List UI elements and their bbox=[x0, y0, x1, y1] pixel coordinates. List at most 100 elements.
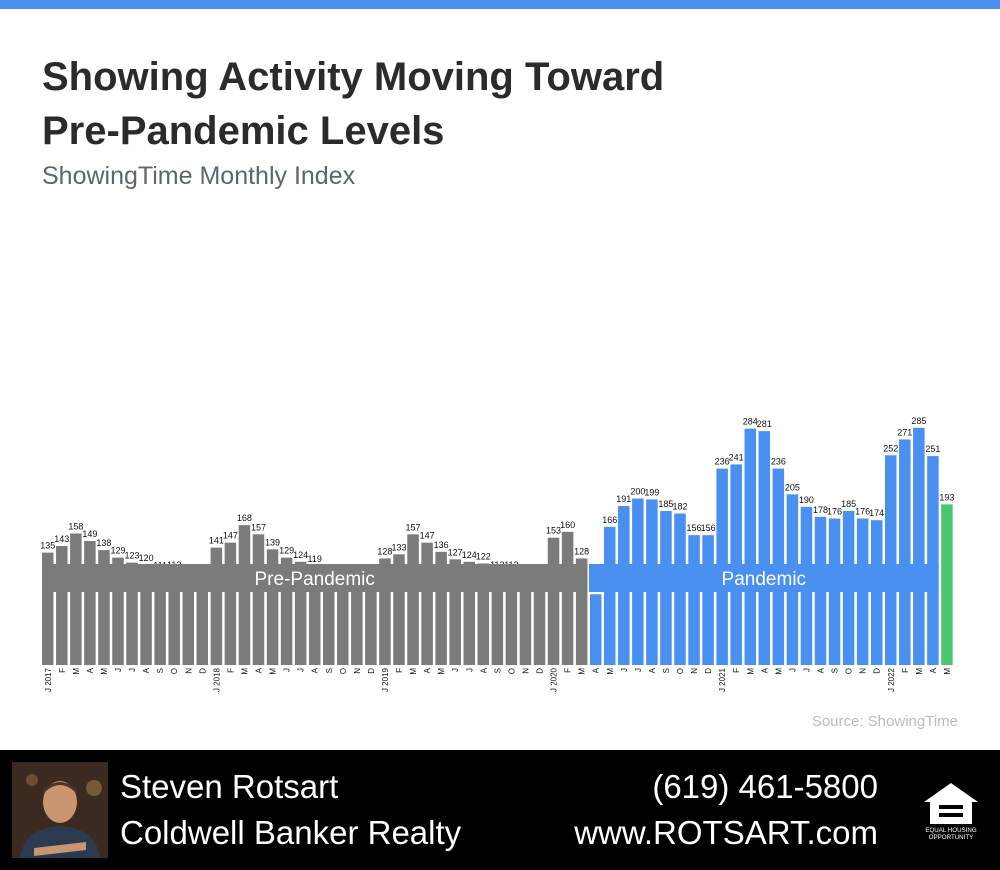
title-line-1: Showing Activity Moving Toward bbox=[42, 55, 665, 99]
tick-label-27: M bbox=[409, 668, 418, 675]
logo-text-2: OPPORTUNITY bbox=[929, 834, 974, 841]
equal-housing-icon: EQUAL HOUSING OPPORTUNITY bbox=[924, 783, 978, 841]
data-label-3: 158 bbox=[68, 521, 83, 531]
bar-25 bbox=[379, 558, 391, 665]
data-label-64: 251 bbox=[925, 444, 940, 454]
bar-35 bbox=[519, 577, 532, 665]
data-label-57: 176 bbox=[827, 507, 842, 517]
tick-label-28: A bbox=[423, 667, 432, 673]
tick-label-55: J bbox=[802, 668, 811, 672]
tick-label-11: N bbox=[184, 668, 193, 674]
data-label-65: 193 bbox=[939, 492, 954, 502]
tick-label-10: O bbox=[170, 668, 179, 674]
bar-1 bbox=[42, 552, 54, 665]
tick-label-45: S bbox=[662, 668, 671, 673]
data-label-2: 143 bbox=[54, 534, 69, 544]
tick-label-9: S bbox=[156, 668, 165, 673]
data-label-7: 123 bbox=[125, 551, 140, 561]
data-label-5: 138 bbox=[96, 538, 111, 548]
data-label-28: 147 bbox=[420, 531, 435, 541]
top-accent-bar bbox=[0, 0, 1000, 9]
data-label-59: 176 bbox=[855, 507, 870, 517]
tick-label-54: J bbox=[788, 668, 797, 672]
tick-label-53: M bbox=[774, 668, 783, 675]
data-label-45: 185 bbox=[658, 499, 673, 509]
bar-39 bbox=[575, 558, 588, 665]
data-label-55: 190 bbox=[799, 495, 814, 505]
tick-label-48: D bbox=[704, 668, 713, 674]
data-label-61: 252 bbox=[883, 443, 898, 453]
tick-label-57: S bbox=[831, 668, 840, 673]
tick-label-24: D bbox=[367, 668, 376, 674]
tick-label-13: J 2018 bbox=[212, 667, 221, 692]
bar-33 bbox=[491, 571, 504, 665]
tick-label-19: J bbox=[297, 668, 306, 672]
tick-label-63: M bbox=[915, 668, 924, 675]
data-label-4: 149 bbox=[82, 529, 97, 539]
tick-label-40: A bbox=[592, 667, 601, 673]
bar-2 bbox=[56, 545, 68, 665]
bar-24 bbox=[365, 591, 377, 665]
page-title: Showing Activity Moving Toward Pre-Pande… bbox=[42, 50, 664, 158]
chart-subtitle: ShowingTime Monthly Index bbox=[42, 162, 356, 190]
data-label-20: 119 bbox=[308, 554, 322, 564]
bar-27 bbox=[407, 534, 419, 665]
bar-52 bbox=[758, 431, 771, 665]
bar-6 bbox=[112, 557, 124, 665]
logo-text-1: EQUAL HOUSING bbox=[925, 827, 977, 834]
bar-36 bbox=[533, 585, 546, 665]
tick-label-39: M bbox=[578, 668, 587, 675]
bar-21 bbox=[323, 575, 335, 665]
bar-60 bbox=[870, 520, 883, 665]
bar-30 bbox=[449, 559, 461, 665]
tick-label-22: O bbox=[339, 668, 348, 674]
tick-label-37: J 2020 bbox=[550, 667, 559, 692]
bar-62 bbox=[899, 439, 911, 665]
data-label-15: 168 bbox=[237, 513, 252, 523]
tick-label-32: A bbox=[479, 667, 488, 673]
agent-phone[interactable]: (619) 461-5800 bbox=[652, 768, 878, 805]
data-label-50: 241 bbox=[729, 452, 744, 462]
data-label-62: 271 bbox=[897, 427, 912, 437]
tick-label-50: F bbox=[732, 668, 741, 673]
data-label-6: 129 bbox=[110, 546, 125, 556]
bar-3 bbox=[70, 533, 82, 665]
bar-20 bbox=[308, 565, 321, 665]
pandemic-label: Pandemic bbox=[722, 569, 807, 590]
bar-17 bbox=[266, 549, 279, 665]
tick-label-52: A bbox=[760, 667, 769, 673]
tick-label-58: O bbox=[845, 668, 854, 674]
data-label-44: 199 bbox=[644, 487, 659, 497]
agent-website[interactable]: www.ROTSART.com bbox=[574, 814, 878, 851]
data-label-49: 236 bbox=[715, 457, 730, 467]
bar-28 bbox=[421, 542, 433, 665]
bar-22 bbox=[337, 576, 349, 665]
tick-label-64: A bbox=[929, 667, 938, 673]
data-label-17: 139 bbox=[265, 537, 280, 547]
bar-7 bbox=[126, 562, 138, 665]
bar-12 bbox=[196, 585, 209, 665]
bar-14 bbox=[224, 542, 237, 665]
tick-label-46: O bbox=[676, 668, 685, 674]
tick-label-26: F bbox=[395, 668, 404, 673]
tick-label-38: F bbox=[564, 668, 573, 673]
agent-name: Steven Rotsart bbox=[120, 768, 339, 805]
data-label-54: 205 bbox=[785, 482, 800, 492]
data-label-19: 124 bbox=[293, 550, 308, 560]
bar-34 bbox=[505, 571, 518, 665]
bar-16 bbox=[252, 534, 265, 665]
data-label-8: 120 bbox=[139, 553, 154, 563]
pre-pandemic-label: Pre-Pandemic bbox=[255, 569, 375, 590]
tick-label-2: F bbox=[58, 668, 67, 673]
tick-label-36: D bbox=[536, 668, 545, 674]
tick-label-3: M bbox=[72, 668, 81, 675]
bar-15 bbox=[238, 525, 251, 665]
tick-label-61: J 2022 bbox=[887, 667, 896, 692]
bar-26 bbox=[393, 554, 405, 665]
bar-48 bbox=[702, 535, 714, 665]
agent-footer: Steven Rotsart Coldwell Banker Realty (6… bbox=[0, 750, 1000, 870]
bar-8 bbox=[140, 565, 152, 665]
data-label-25: 128 bbox=[377, 546, 392, 556]
data-label-63: 285 bbox=[911, 416, 926, 426]
